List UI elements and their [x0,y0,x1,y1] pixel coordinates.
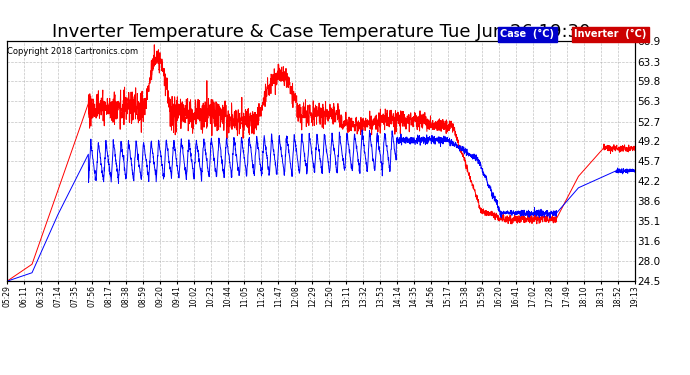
Text: Copyright 2018 Cartronics.com: Copyright 2018 Cartronics.com [7,47,138,56]
Text: Case  (°C): Case (°C) [500,29,554,39]
Title: Inverter Temperature & Case Temperature Tue Jun 26 19:30: Inverter Temperature & Case Temperature … [52,23,590,41]
Text: Inverter  (°C): Inverter (°C) [574,29,647,39]
